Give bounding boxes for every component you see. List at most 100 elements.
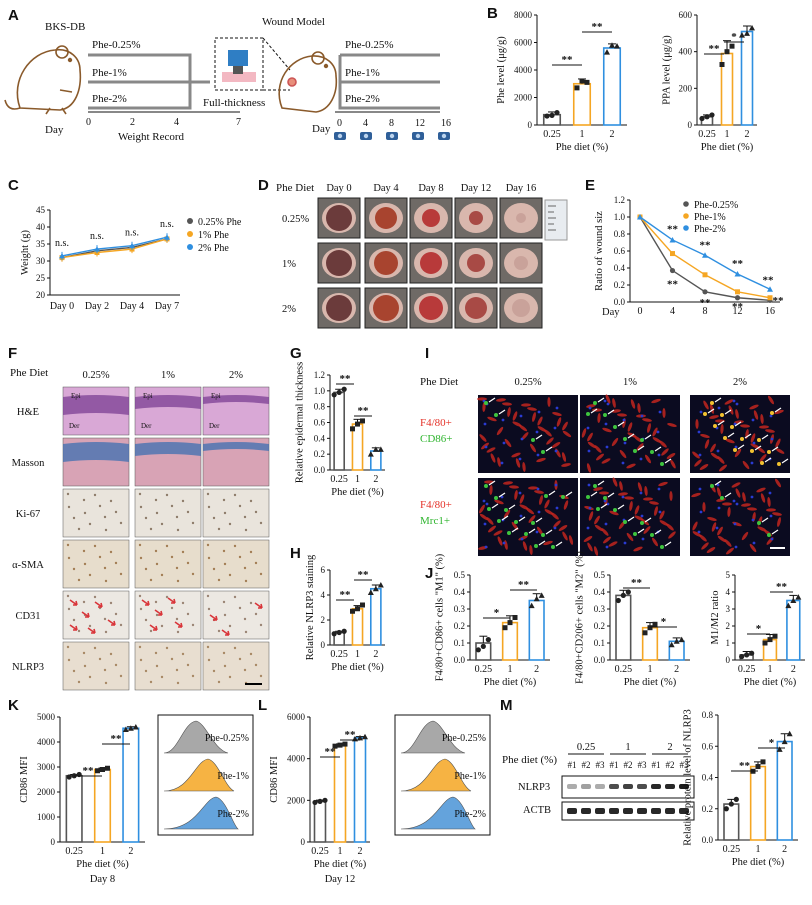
stain-row-label: α-SMA — [12, 560, 44, 571]
y-tick-label: 0.3 — [594, 604, 606, 614]
if-red-signal — [556, 417, 562, 427]
if-red-signal — [612, 477, 618, 487]
stain-speckle — [244, 528, 248, 532]
data-point — [127, 725, 134, 731]
data-point — [678, 636, 685, 643]
y-tick-label: 0 — [726, 655, 731, 665]
histogram-label: Phe-1% — [217, 771, 249, 782]
if-nucleus — [716, 483, 720, 487]
if-red-signal — [772, 512, 782, 516]
data-point — [772, 633, 778, 639]
if-red-signal — [527, 407, 537, 411]
if-nucleus — [640, 414, 644, 418]
blot-nlrp3-label: NLRP3 — [518, 782, 550, 793]
mouse-illustration-2 — [278, 51, 338, 113]
chart-caption: Day 8 — [90, 874, 115, 885]
significance-mark: * — [769, 737, 775, 749]
panel-letter-f: F — [8, 345, 17, 362]
day-column-label: Day 12 — [461, 183, 492, 194]
series-point — [669, 236, 676, 243]
if-red-signal — [727, 507, 731, 517]
if-red-signal — [514, 490, 518, 500]
panel-d: D Phe Diet Day 0 Day 4 Day 8 Day 12 Day 16 0.… — [258, 177, 568, 329]
stain-speckle — [149, 527, 153, 531]
series-line — [61, 238, 168, 259]
series-point — [94, 246, 100, 252]
blot-band-actb — [665, 808, 675, 814]
if-nucleus — [768, 491, 772, 495]
stain-speckle — [103, 566, 107, 570]
series-point — [702, 289, 708, 295]
if-red-signal — [662, 408, 666, 418]
if-green-signal — [650, 533, 654, 537]
if-green-signal — [531, 438, 535, 442]
if-red-signal — [725, 547, 735, 555]
cell-arrow-icon — [771, 446, 779, 452]
if-nucleus — [604, 422, 608, 426]
if-red-signal — [521, 432, 529, 440]
chart-c-weight: 20 25 30 35 40 45 Day 0 Day 2 Day 4 Day 7 Weight (… — [20, 205, 242, 312]
if-green-signal — [733, 448, 737, 452]
panel-letter-j: J — [425, 565, 433, 582]
significance-mark: ** — [340, 373, 352, 385]
if-red-signal — [777, 517, 781, 527]
if-red-signal — [701, 542, 709, 550]
x-tick-label: 2 — [610, 129, 615, 140]
stain-speckle — [228, 573, 232, 577]
if-green-signal — [757, 438, 761, 442]
if-red-signal — [626, 532, 634, 542]
y-tick-label: 6 — [321, 565, 326, 575]
if-red-signal — [760, 414, 764, 424]
stain-speckle — [254, 663, 258, 667]
vessel-arrow-icon — [209, 614, 218, 621]
cell-arrow-icon — [734, 421, 742, 427]
stain-speckle — [67, 505, 71, 509]
panel-letter-d: D — [258, 177, 269, 194]
stain-row-label: NLRP3 — [12, 662, 44, 673]
legend-marker — [187, 244, 193, 250]
data-point — [132, 724, 139, 730]
ns-annotation: n.s. — [90, 231, 104, 242]
bar — [776, 740, 793, 841]
lane-label: #1 — [568, 760, 577, 770]
if-green-signal — [757, 521, 761, 525]
stain-speckle — [119, 572, 123, 576]
vessel-arrow-icon — [154, 609, 163, 616]
stain-speckle — [243, 617, 247, 621]
stain-speckle — [254, 561, 258, 565]
if-red-signal — [691, 492, 701, 498]
if-red-signal — [509, 485, 519, 489]
y-tick-label: 400 — [679, 47, 693, 57]
blot-band-nlrp3 — [567, 784, 577, 789]
if-red-signal — [503, 481, 513, 485]
significance-mark: ** — [83, 765, 95, 777]
if-red-signal — [720, 424, 724, 434]
series-point — [767, 286, 773, 292]
if-nucleus — [641, 537, 645, 541]
data-point — [350, 608, 355, 614]
if-nucleus — [603, 499, 607, 503]
if-green-signal — [623, 437, 627, 441]
if-nucleus — [555, 506, 559, 510]
if-nucleus — [622, 418, 626, 422]
if-green-signal — [740, 437, 744, 441]
panel-d-title: Phe Diet — [276, 182, 314, 194]
chart-m-protein: 0.0 0.2 0.4 0.6 0.8 0.25 1 2 Phe diet (%) Relativ… — [682, 709, 798, 868]
histogram-label: Phe-0.25% — [205, 733, 249, 744]
stain-speckle — [191, 623, 195, 627]
stain-speckle — [207, 556, 211, 560]
if-green-signal — [603, 413, 607, 417]
x-tick-label: 1 — [338, 846, 343, 857]
stain-speckle — [176, 528, 180, 532]
x-tick-label: 0.25 — [330, 649, 348, 660]
significance-mark: ** — [700, 297, 712, 309]
significance-mark: * — [494, 607, 500, 619]
ns-annotation: n.s. — [160, 219, 174, 230]
panel-f: F Phe Diet 0.25% 1% 2% H&E Masson Ki-67 α-SMA C… — [8, 345, 270, 691]
if-red-signal — [649, 501, 659, 505]
cell-arrow-icon — [528, 528, 536, 534]
if-red-signal — [702, 502, 706, 512]
blot-band-actb — [609, 808, 619, 814]
cell-arrow-icon — [644, 517, 652, 523]
